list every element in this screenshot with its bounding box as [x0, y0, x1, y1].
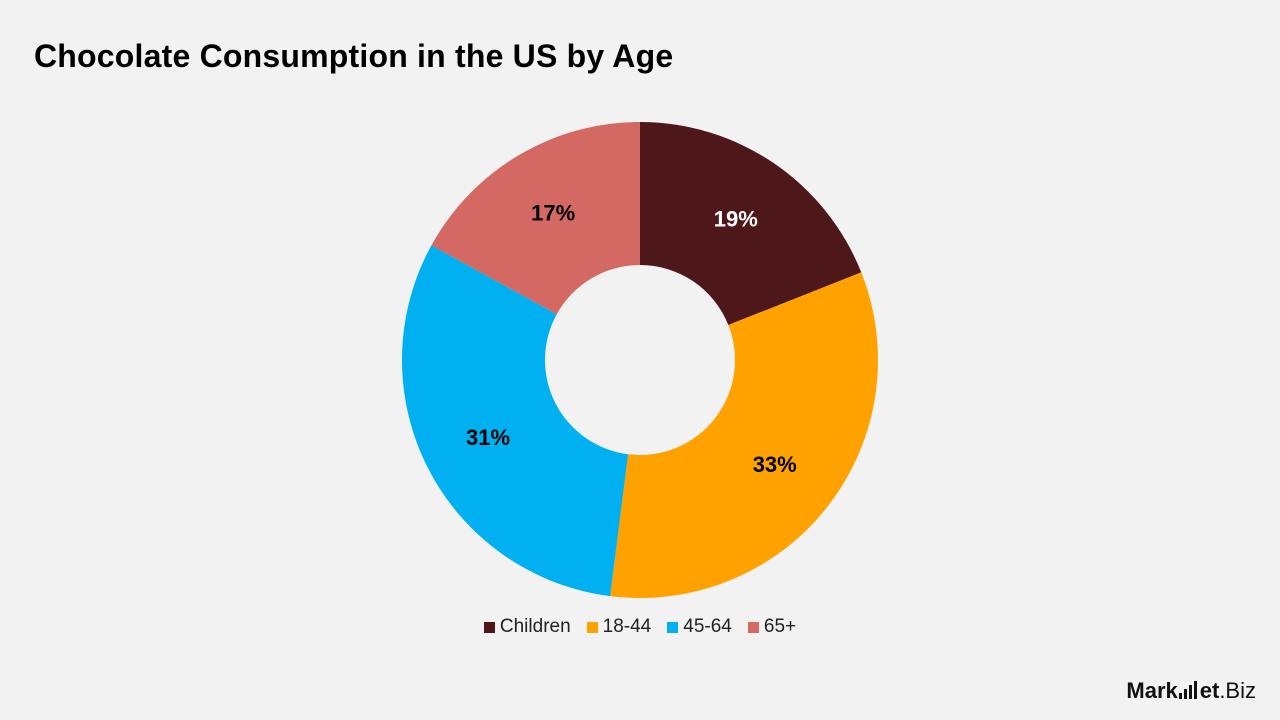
- slice-data-label: 17%: [531, 201, 575, 226]
- marketbiz-logo: Mark et .Biz: [1126, 678, 1256, 704]
- legend-label: 18-44: [602, 616, 652, 637]
- logo-bars-icon: [1178, 681, 1199, 699]
- legend-item-65-plus: 65+: [747, 616, 797, 638]
- logo-text-main: Mark: [1126, 678, 1178, 703]
- legend-swatch: [667, 621, 679, 633]
- slice-data-label: 33%: [753, 452, 797, 477]
- slice-data-label: 19%: [714, 206, 758, 231]
- logo-text-main-2: et: [1199, 678, 1220, 703]
- legend-swatch: [483, 621, 495, 633]
- legend-label: Children: [499, 616, 571, 637]
- donut-slice-45-64: [401, 245, 629, 597]
- legend-item-18-44: 18-44: [586, 616, 652, 638]
- slice-data-label: 31%: [466, 425, 510, 450]
- logo-text-sub: .Biz: [1219, 678, 1256, 703]
- legend-item-45-64: 45-64: [667, 616, 732, 638]
- legend-swatch: [747, 621, 759, 633]
- chart-legend: Children 18-44 45-64 65+: [0, 616, 1280, 638]
- donut-slice-65-plus: [431, 122, 640, 315]
- legend-label: 45-64: [683, 616, 732, 637]
- donut-slice-children: [640, 122, 862, 326]
- legend-swatch: [586, 621, 598, 633]
- legend-label: 65+: [763, 616, 797, 637]
- chart-title: Chocolate Consumption in the US by Age: [34, 38, 674, 74]
- legend-item-children: Children: [483, 616, 571, 638]
- donut-slice-18-44: [610, 272, 879, 598]
